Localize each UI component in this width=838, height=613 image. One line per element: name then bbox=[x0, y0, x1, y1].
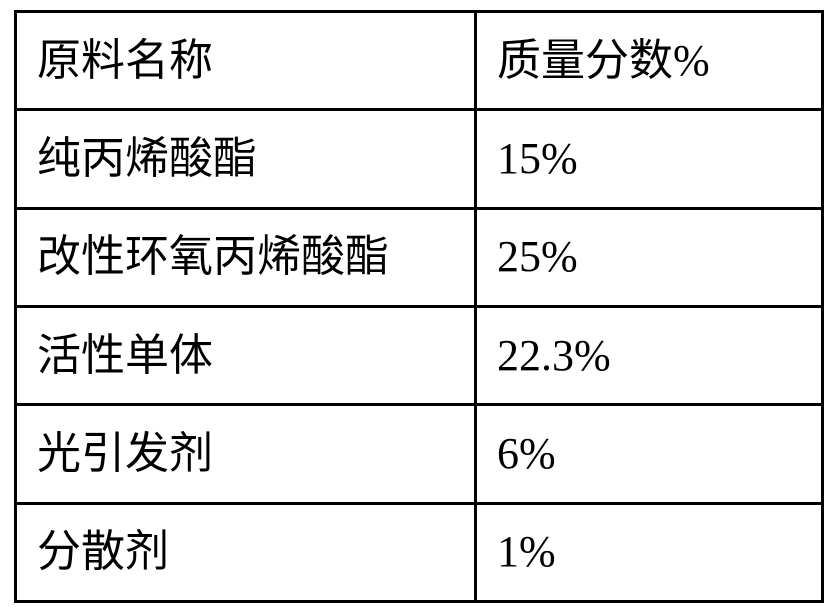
table-row: 分散剂 1% bbox=[16, 503, 823, 601]
cell-mass-fraction: 6% bbox=[475, 405, 822, 503]
table-row: 改性环氧丙烯酸酯 25% bbox=[16, 208, 823, 306]
materials-table: 原料名称 质量分数% 纯丙烯酸酯 15% 改性环氧丙烯酸酯 25% 活性单体 2… bbox=[14, 10, 824, 603]
cell-mass-fraction: 1% bbox=[475, 503, 822, 601]
cell-material-name: 光引发剂 bbox=[16, 405, 476, 503]
cell-material-name: 分散剂 bbox=[16, 503, 476, 601]
table-row: 光引发剂 6% bbox=[16, 405, 823, 503]
cell-material-name: 改性环氧丙烯酸酯 bbox=[16, 208, 476, 306]
header-mass-fraction: 质量分数% bbox=[475, 12, 822, 110]
cell-mass-fraction: 15% bbox=[475, 110, 822, 208]
cell-material-name: 纯丙烯酸酯 bbox=[16, 110, 476, 208]
header-material-name: 原料名称 bbox=[16, 12, 476, 110]
cell-mass-fraction: 25% bbox=[475, 208, 822, 306]
table-header-row: 原料名称 质量分数% bbox=[16, 12, 823, 110]
table-row: 活性单体 22.3% bbox=[16, 306, 823, 404]
cell-material-name: 活性单体 bbox=[16, 306, 476, 404]
cell-mass-fraction: 22.3% bbox=[475, 306, 822, 404]
materials-table-container: 原料名称 质量分数% 纯丙烯酸酯 15% 改性环氧丙烯酸酯 25% 活性单体 2… bbox=[0, 0, 838, 613]
table-row: 纯丙烯酸酯 15% bbox=[16, 110, 823, 208]
